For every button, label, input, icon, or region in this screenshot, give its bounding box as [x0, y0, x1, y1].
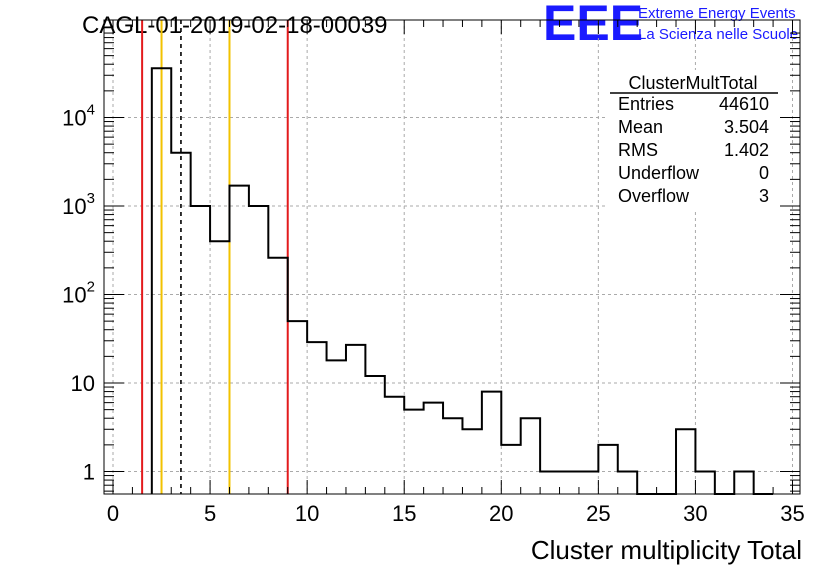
logo-line-1: Extreme Energy Events: [638, 5, 796, 22]
histogram-bin: [249, 206, 268, 494]
histogram-bin: [327, 360, 346, 494]
stats-title: ClusterMultTotal: [628, 73, 757, 93]
stats-row: Underflow 0: [618, 163, 769, 183]
plot-frame: [103, 19, 801, 495]
axis-ticks: [104, 20, 800, 494]
y-tick-label-exponent: 2: [87, 279, 95, 296]
x-axis-title: Cluster multiplicity Total: [531, 535, 802, 565]
y-tick-label-base: 10: [62, 283, 86, 308]
histogram-bin: [695, 472, 714, 495]
histogram-bin: [288, 321, 307, 494]
x-tick-labels: 0 5 10 15 20 25 30 35: [107, 501, 805, 526]
histogram-bin: [734, 472, 753, 495]
y-tick-label: 1: [83, 460, 95, 485]
x-tick-label: 35: [780, 501, 804, 526]
stats-label: RMS: [618, 140, 658, 160]
chart-title: CAGL-01-2019-02-18-00039: [82, 12, 388, 39]
histogram-bin: [307, 342, 326, 494]
y-tick-label-exponent: 4: [87, 102, 95, 119]
stats-row: Mean 3.504: [618, 117, 769, 137]
x-tick-label: 10: [295, 501, 319, 526]
y-tick-label-base: 10: [62, 194, 86, 219]
logo-mark: EEE: [543, 0, 643, 51]
histogram-bin: [424, 403, 443, 494]
histogram-bin: [560, 472, 579, 495]
histogram-bin: [579, 472, 598, 495]
histogram-bin: [171, 153, 190, 494]
histogram-bin: [191, 206, 210, 494]
histogram-bin: [385, 397, 404, 494]
histogram-bin: [540, 472, 559, 495]
eee-logo: EEE Extreme Energy Events La Scienza nel…: [543, 0, 798, 51]
y-tick-label: 103: [62, 190, 95, 219]
y-tick-label: 10: [71, 371, 95, 396]
x-tick-label: 20: [489, 501, 513, 526]
histogram-bin: [598, 445, 617, 494]
x-tick-label: 0: [107, 501, 119, 526]
stats-row: RMS 1.402: [618, 140, 769, 160]
histogram-bin: [229, 186, 248, 494]
stats-value: 3: [759, 186, 769, 206]
stats-value: 3.504: [724, 117, 769, 137]
x-tick-label: 30: [683, 501, 707, 526]
y-tick-label-exponent: 3: [87, 190, 95, 207]
x-tick-label: 5: [204, 501, 216, 526]
y-tick-label-base: 10: [71, 371, 95, 396]
histogram-bin: [443, 418, 462, 494]
y-tick-label: 102: [62, 279, 95, 308]
histogram-bin: [268, 258, 287, 494]
logo-line-2: La Scienza nelle Scuole: [638, 26, 798, 43]
y-tick-label-base: 1: [83, 460, 95, 485]
histogram-bin: [521, 418, 540, 494]
histogram-bin: [462, 429, 481, 494]
histogram-bin: [482, 392, 501, 494]
stats-value: 1.402: [724, 140, 769, 160]
stats-label: Entries: [618, 94, 674, 114]
stats-value: 0: [759, 163, 769, 183]
histogram-bin: [365, 376, 384, 494]
y-tick-label: 104: [62, 102, 95, 131]
histogram-bin: [152, 68, 171, 494]
x-tick-label: 15: [392, 501, 416, 526]
grid-lines: [104, 20, 800, 494]
stats-label: Mean: [618, 117, 663, 137]
histogram-bin: [346, 345, 365, 494]
y-tick-label-base: 10: [62, 106, 86, 131]
histogram-bin: [210, 241, 229, 494]
stats-value: 44610: [719, 94, 769, 114]
stats-label: Underflow: [618, 163, 700, 183]
stats-label: Overflow: [618, 186, 690, 206]
histogram-bin: [676, 429, 695, 494]
stats-row: Entries 44610: [618, 94, 769, 114]
histogram-bin: [404, 410, 423, 494]
stats-box: ClusterMultTotal Entries 44610 Mean 3.50…: [608, 70, 780, 210]
x-tick-label: 25: [586, 501, 610, 526]
stats-row: Overflow 3: [618, 186, 769, 206]
histogram-bin: [618, 472, 637, 495]
histogram-bin: [501, 445, 520, 494]
